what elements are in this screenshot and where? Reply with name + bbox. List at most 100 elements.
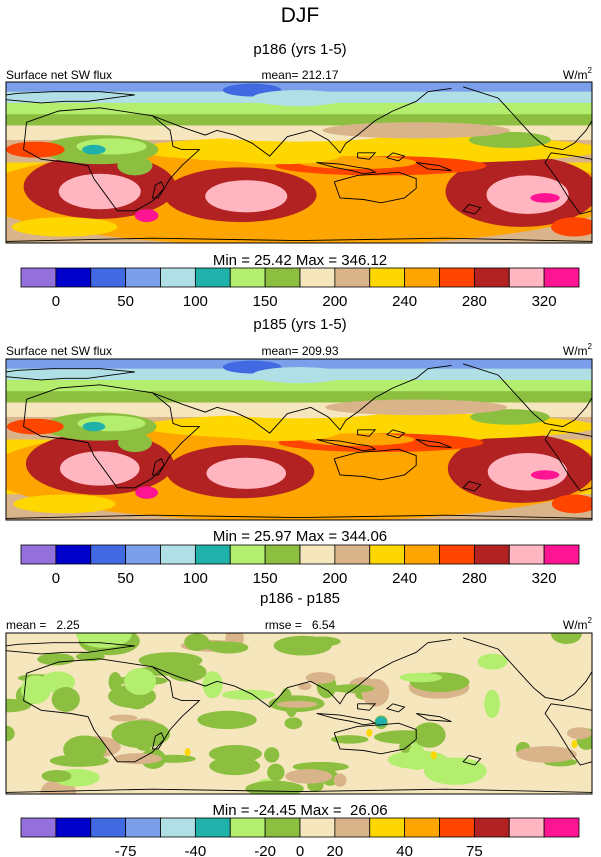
diff-max-spot-2: [571, 740, 578, 749]
colorbar-swatch-14: [508, 544, 545, 565]
colorbar-swatch-5: [194, 544, 231, 565]
colorbar-swatch-2: [90, 544, 127, 565]
diff-region-60: [330, 735, 369, 744]
diff-region-53: [209, 756, 261, 776]
rmse-label: rmse = 6.54: [265, 618, 336, 632]
diff-max-spot-3: [366, 728, 373, 737]
continent-outline-8: [333, 722, 417, 755]
continent-outline-11: [544, 703, 592, 766]
contour-field: [6, 82, 592, 243]
flux-band-0: [6, 359, 592, 370]
colorbar-swatch-9: [334, 267, 371, 288]
continent-outline-4: [316, 439, 377, 452]
diff-region-66: [399, 740, 412, 753]
continent-outline-1: [6, 91, 135, 104]
colorbar-swatch-0: [20, 817, 57, 838]
colorbar-swatch-12: [439, 817, 475, 838]
flux-region-16: [470, 409, 550, 425]
flux-region: [252, 367, 346, 384]
diff-region-42: [37, 653, 75, 666]
colorbar-tick-label: 20: [327, 843, 344, 857]
diff-region-46: [305, 672, 336, 684]
colorbar-swatch-5: [194, 817, 231, 838]
continent-outline-10: [462, 86, 592, 151]
flux-region-20: [6, 418, 64, 435]
flux-region-20: [6, 141, 65, 158]
colorbar-tick-label: 150: [253, 570, 278, 587]
continent-outline-3: [151, 181, 165, 199]
diff-region-17: [551, 633, 582, 644]
continent-outline-2: [152, 638, 452, 708]
colorbar-tick-label: 0: [52, 293, 60, 310]
continent-outline-9: [462, 480, 482, 492]
flux-band-2: [6, 102, 592, 116]
colorbar-swatch-6: [229, 267, 266, 288]
contour-field: [6, 359, 592, 520]
diff-region-82: [209, 641, 249, 654]
flux-region-22: [11, 217, 118, 237]
continent-outlines: [6, 86, 592, 242]
colorbar-swatch-2: [90, 817, 127, 838]
diff-region-47: [111, 720, 170, 749]
diff-region-74: [113, 753, 162, 765]
flux-region-15: [117, 433, 152, 453]
mean-label: mean= 209.93: [261, 344, 338, 358]
colorbar-swatch-4: [160, 267, 196, 288]
colorbar: 0 50 100 150 200 240 280 320: [20, 544, 580, 587]
colorbar-tick-label: 100: [183, 570, 208, 587]
flux-region-14: [82, 144, 106, 155]
continent-outline-5: [357, 703, 377, 711]
colorbar-tick-label: 100: [183, 293, 208, 310]
colorbar-swatch-5: [194, 267, 231, 288]
continent-outline-2: [152, 364, 452, 434]
colorbar-swatch-3: [125, 544, 161, 565]
colorbar-swatch-3: [125, 817, 161, 838]
diff-region-67: [184, 633, 210, 651]
field-label: Surface net SW flux: [6, 344, 112, 358]
colorbar-swatch-1: [55, 267, 92, 288]
mean-label: mean= 212.17: [261, 68, 338, 82]
colorbar-tick-label: 200: [322, 570, 347, 587]
flux-region-4: [205, 180, 288, 213]
flux-band-0: [6, 82, 592, 93]
diff-region-41: [477, 653, 508, 670]
colorbar-swatch-8: [299, 267, 336, 288]
continent-outline-2: [152, 87, 452, 157]
flux-region-2: [59, 451, 140, 486]
colorbar: -75 -40 -20 0 20 40 75: [20, 817, 580, 857]
continent-outlines: [6, 363, 592, 519]
colorbar-swatch-11: [404, 817, 440, 838]
continent-outline-3: [151, 458, 165, 476]
colorbar-swatch-7: [264, 544, 301, 565]
flux-region-6: [487, 452, 568, 491]
continent-outline-11: [544, 152, 592, 215]
diff-region-59: [167, 662, 207, 682]
flux-region-19: [222, 148, 341, 165]
units-label: W/m2: [563, 66, 593, 82]
continent-outline-12: [6, 788, 592, 793]
continent-outline-7: [415, 162, 452, 172]
flux-region-18: [322, 122, 510, 139]
colorbar-tick-label: 320: [532, 570, 557, 587]
diff-region-80: [221, 689, 276, 700]
colorbar-tick-label: 200: [322, 293, 347, 310]
colorbar-swatch-15: [543, 544, 580, 565]
diff-region-25: [6, 725, 15, 742]
colorbar-swatch-15: [543, 817, 580, 838]
diff-region-43: [298, 682, 312, 691]
continent-outline-7: [415, 439, 452, 449]
diff-region-49: [63, 735, 106, 764]
continent-outline-6: [385, 429, 406, 439]
continent-outline-10: [462, 363, 592, 428]
colorbar-swatch-6: [229, 544, 266, 565]
continent-outline-8: [333, 448, 417, 481]
diff-region-77: [276, 700, 318, 708]
map-frame: [5, 81, 593, 244]
colorbar-swatch-14: [508, 817, 545, 838]
panel-p186: p186 (yrs 1-5) Surface net SW flux mean=…: [5, 41, 593, 310]
continent-outline-6: [385, 152, 406, 162]
colorbar-tick-label: 240: [392, 293, 417, 310]
colorbar-swatch-3: [125, 267, 161, 288]
map-plot: [6, 82, 592, 243]
panel-title: p186 (yrs 1-5): [253, 41, 346, 58]
